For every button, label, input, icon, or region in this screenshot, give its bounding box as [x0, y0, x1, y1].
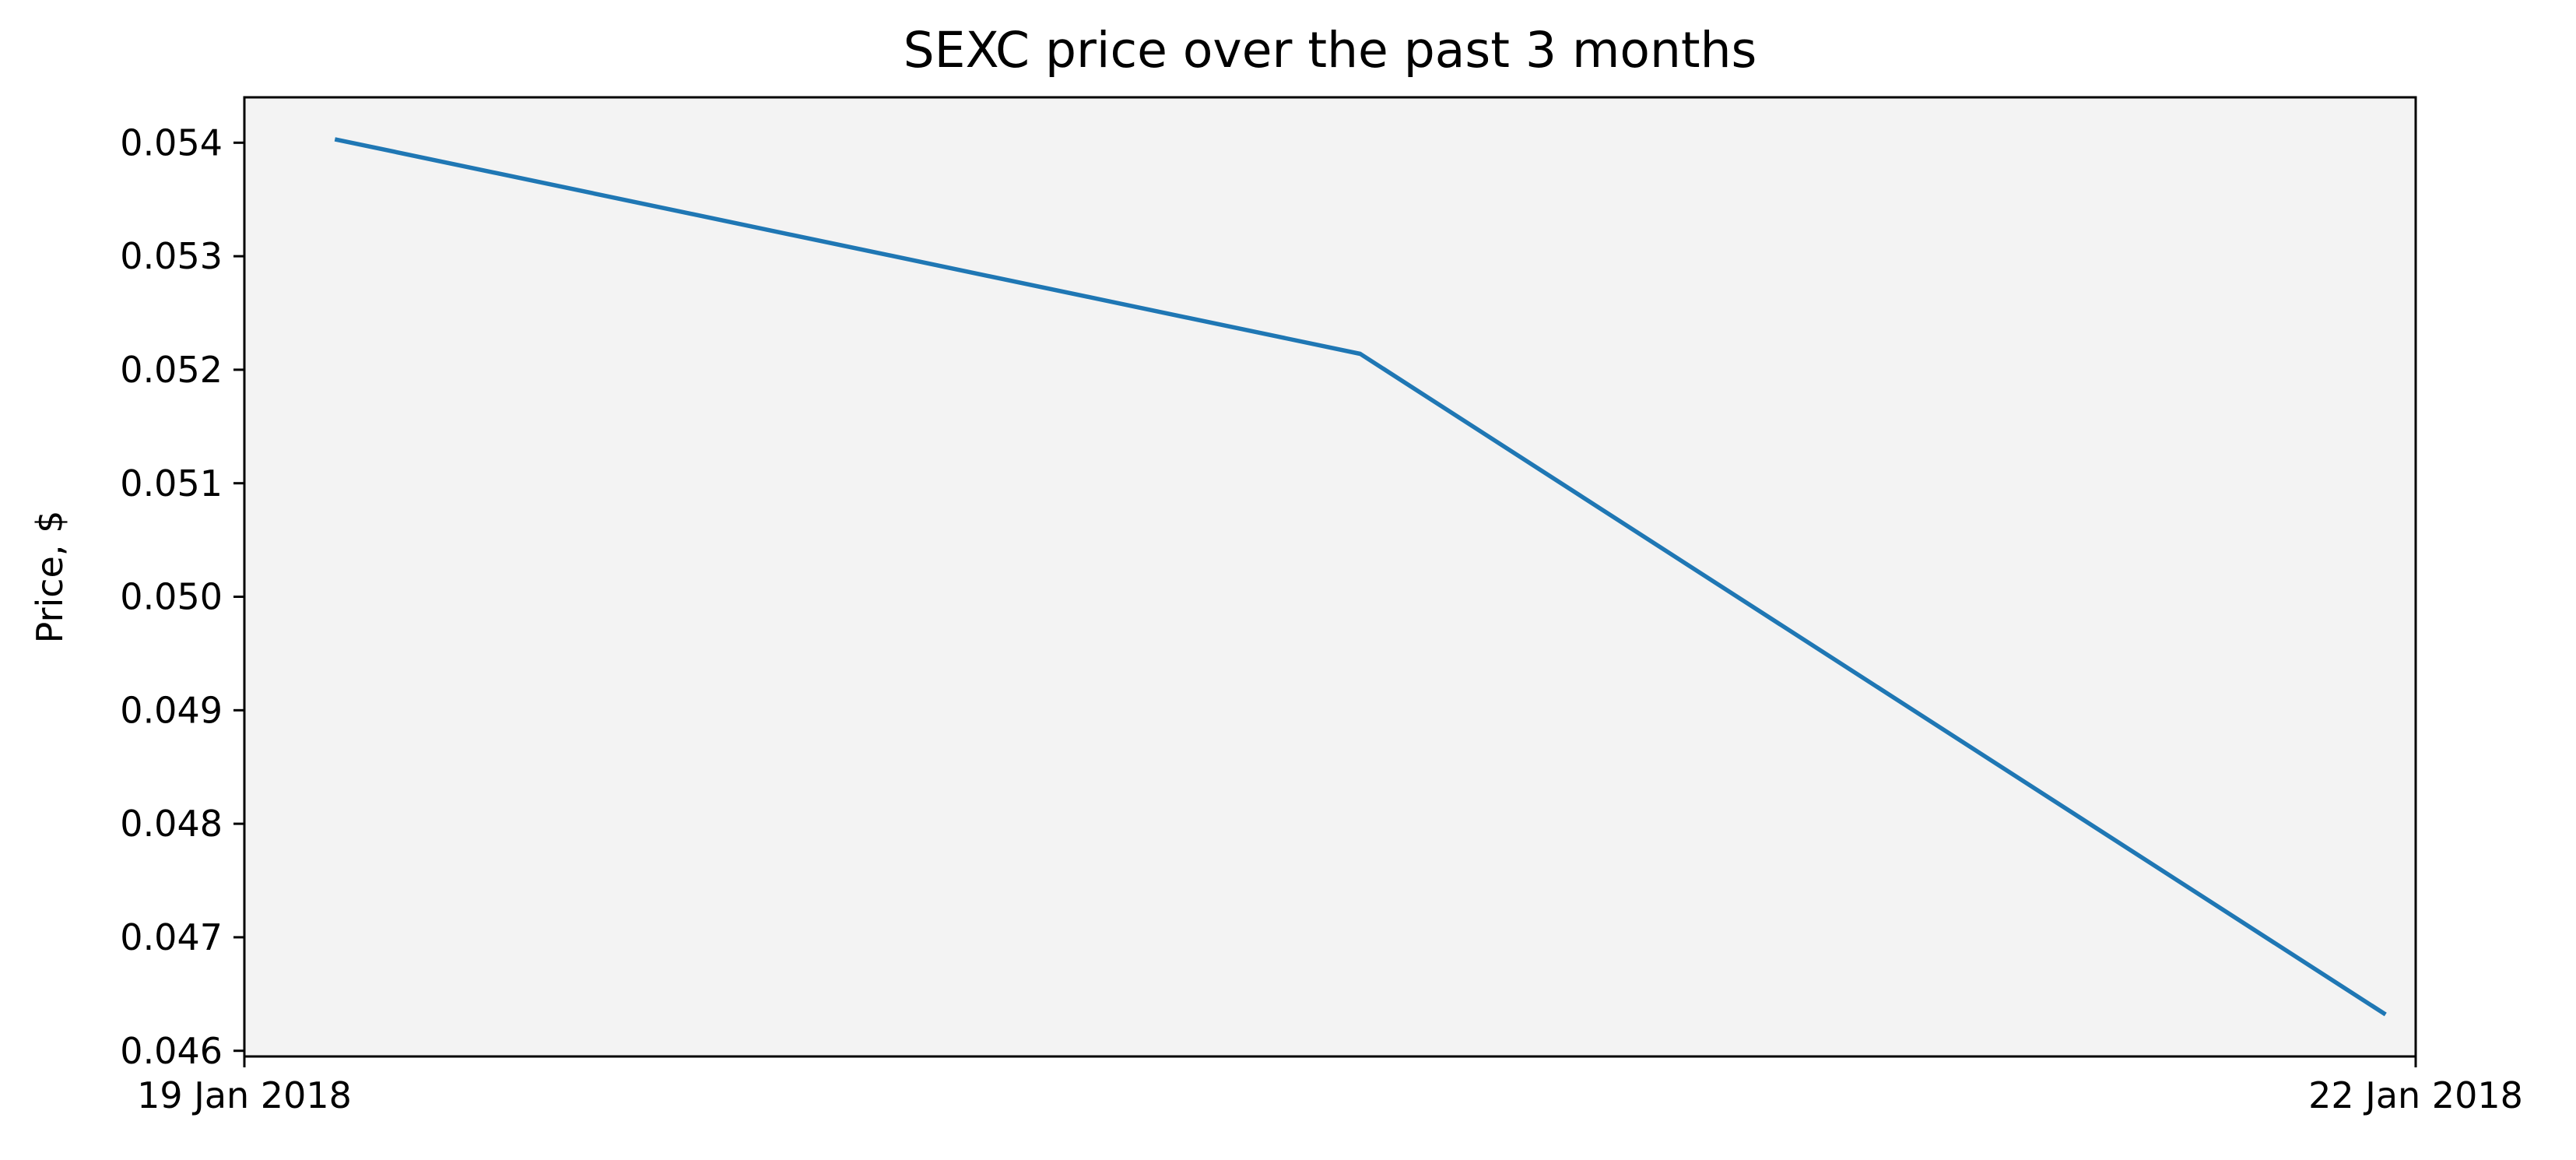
- x-tick-label: 19 Jan 2018: [137, 1074, 352, 1116]
- y-tick-label: 0.050: [120, 576, 223, 618]
- y-tick-label: 0.048: [120, 803, 223, 845]
- y-axis-label: Price, $: [29, 511, 71, 644]
- y-axis: 0.046 0.047 0.048 0.049 0.050 0.051 0.052 0.053…: [120, 121, 244, 1072]
- y-tick-label: 0.053: [120, 235, 223, 277]
- y-tick-label: 0.049: [120, 689, 223, 731]
- y-tick-label: 0.051: [120, 462, 223, 504]
- chart-title: SEXC price over the past 3 months: [904, 22, 1757, 79]
- x-tick-label: 22 Jan 2018: [2308, 1074, 2523, 1116]
- y-tick-label: 0.054: [120, 121, 223, 163]
- price-line: [334, 137, 2387, 1017]
- plot-frame: [243, 96, 2417, 1058]
- x-axis: 19 Jan 2018 22 Jan 2018: [137, 1056, 2523, 1116]
- plot-area: [244, 97, 2416, 1056]
- y-tick-label: 0.047: [120, 916, 223, 958]
- y-tick-label: 0.046: [120, 1030, 223, 1072]
- y-tick-label: 0.052: [120, 349, 223, 391]
